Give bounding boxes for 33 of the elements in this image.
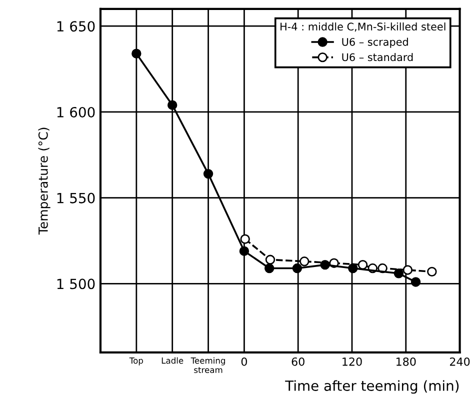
x-tick-label: Teeming stream <box>190 357 225 374</box>
point <box>300 256 310 266</box>
point <box>427 266 437 277</box>
y-tick-label: 1 650 <box>57 21 95 32</box>
point <box>410 277 421 287</box>
x-tick-label: 0 <box>241 357 247 366</box>
point <box>348 263 358 274</box>
point <box>402 265 413 275</box>
point <box>358 260 368 270</box>
y-axis-title: Temperature (°C) <box>38 128 50 235</box>
x-axis-title: Time after teeming (min) <box>285 380 459 394</box>
x-tick-label: Top <box>129 358 143 366</box>
point <box>292 263 302 274</box>
point <box>264 263 274 274</box>
x-tick-label: 120 <box>342 357 362 366</box>
point <box>203 168 214 179</box>
legend-label: U6 – standard <box>342 53 413 62</box>
y-tick-label: 1 550 <box>57 192 95 204</box>
point <box>394 268 404 278</box>
point <box>240 234 250 244</box>
y-tick-label: 1 600 <box>57 106 95 118</box>
x-tick-label: Ladle <box>162 357 184 364</box>
legend-title: H-4 : middle C,Mn-Si-killed steel <box>280 22 446 32</box>
point <box>320 260 330 270</box>
x-tick-label: 240 <box>450 357 470 366</box>
legend-label: U6 – scraped <box>342 38 408 48</box>
x-tick-label: 180 <box>396 357 416 366</box>
x-tick-label: 60 <box>292 357 304 366</box>
point <box>265 254 276 265</box>
point <box>167 100 178 110</box>
point <box>239 246 250 256</box>
point <box>132 48 142 58</box>
y-tick-label: 1 500 <box>57 278 95 290</box>
